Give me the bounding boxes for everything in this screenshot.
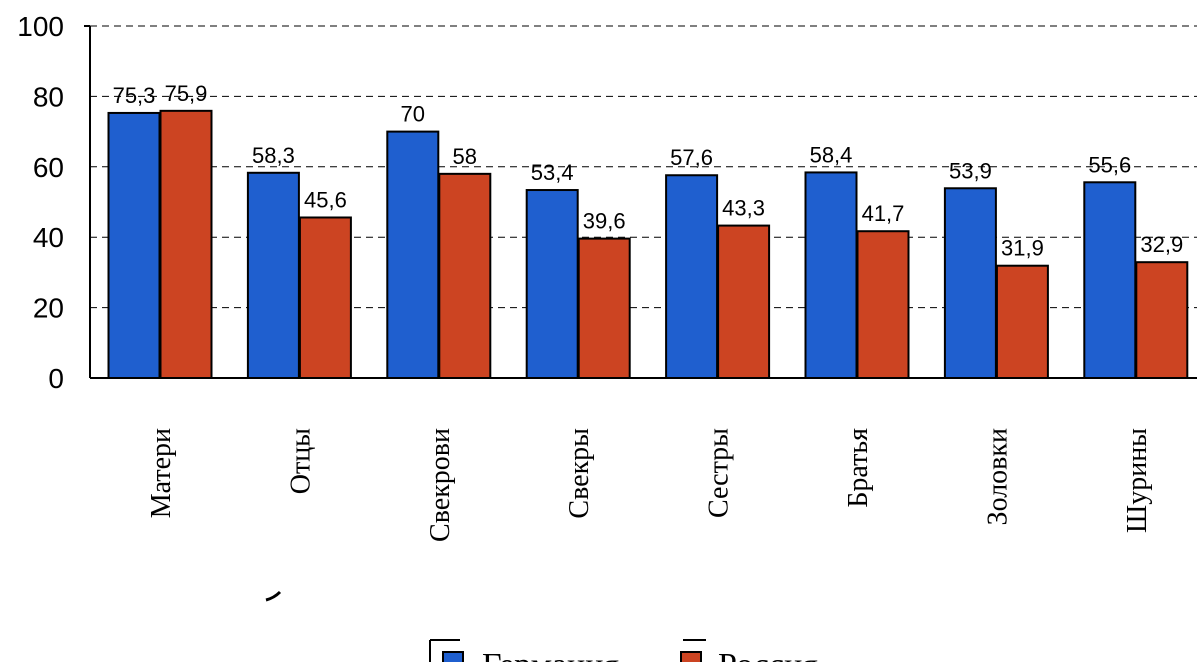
bar-russia	[995, 264, 1049, 380]
y-tick-label: 0	[48, 363, 64, 394]
y-tick-label: 80	[33, 81, 64, 112]
y-tick-label: 100	[17, 11, 64, 42]
data-label: 58,3	[252, 143, 295, 168]
data-label: 39,6	[583, 209, 626, 234]
legend-label-russia: Россия	[718, 647, 818, 662]
category-label: Сестры	[704, 428, 735, 518]
data-label: 53,4	[531, 160, 574, 185]
category-label: Братья	[843, 428, 874, 508]
bar-germany	[804, 171, 858, 379]
y-tick-label: 40	[33, 222, 64, 253]
bars	[107, 109, 1189, 380]
category-label: Свекрови	[425, 428, 456, 542]
bar-russia	[298, 216, 352, 379]
data-label: 70	[401, 102, 425, 127]
data-label: 43,3	[722, 196, 765, 221]
category-label: Свекры	[564, 428, 595, 519]
bar-russia	[717, 224, 771, 379]
bar-russia	[438, 172, 492, 379]
bar-germany	[386, 130, 440, 379]
category-label: Отцы	[285, 428, 316, 494]
data-label: 53,9	[949, 158, 992, 183]
data-label: 75,9	[165, 81, 208, 106]
legend-swatch-russia	[680, 651, 702, 662]
bar-germany	[107, 111, 161, 379]
data-label: 75,3	[113, 83, 156, 108]
bar-russia	[159, 109, 213, 379]
data-label: 45,6	[304, 187, 347, 212]
data-label: 31,9	[1001, 236, 1044, 261]
bar-germany	[525, 189, 579, 379]
stray-mark	[265, 590, 282, 602]
legend: Германия Россия	[429, 639, 818, 662]
bar-germany	[943, 187, 997, 379]
data-label: 58,4	[810, 142, 853, 167]
data-label: 58	[453, 144, 477, 169]
y-tick-label: 20	[33, 293, 64, 324]
category-label: Шурины	[1122, 428, 1153, 533]
data-label: 55,6	[1088, 152, 1131, 177]
bar-russia	[856, 230, 910, 379]
legend-swatch-germany	[442, 651, 464, 662]
y-tick-label: 60	[33, 152, 64, 183]
data-labels: 75,3 75,9 58,3 45,6 70 58 53,4 39,6 57,6 43,3 58,4…	[113, 81, 1184, 261]
category-label: Матери	[146, 428, 177, 518]
bar-germany	[1083, 181, 1137, 379]
bar-russia	[577, 237, 631, 379]
bar-germany	[246, 171, 300, 379]
data-label: 41,7	[862, 201, 905, 226]
legend-label-germany: Германия	[482, 647, 619, 662]
axes: 0 20 40 60 80 100 Матери Отцы Свекрови Свекры Сест…	[17, 11, 1197, 602]
category-label: Золовки	[982, 428, 1013, 525]
bar-russia	[1135, 261, 1189, 379]
bar-germany	[665, 174, 719, 379]
data-label: 32,9	[1140, 232, 1183, 257]
data-label: 57,6	[670, 145, 713, 170]
